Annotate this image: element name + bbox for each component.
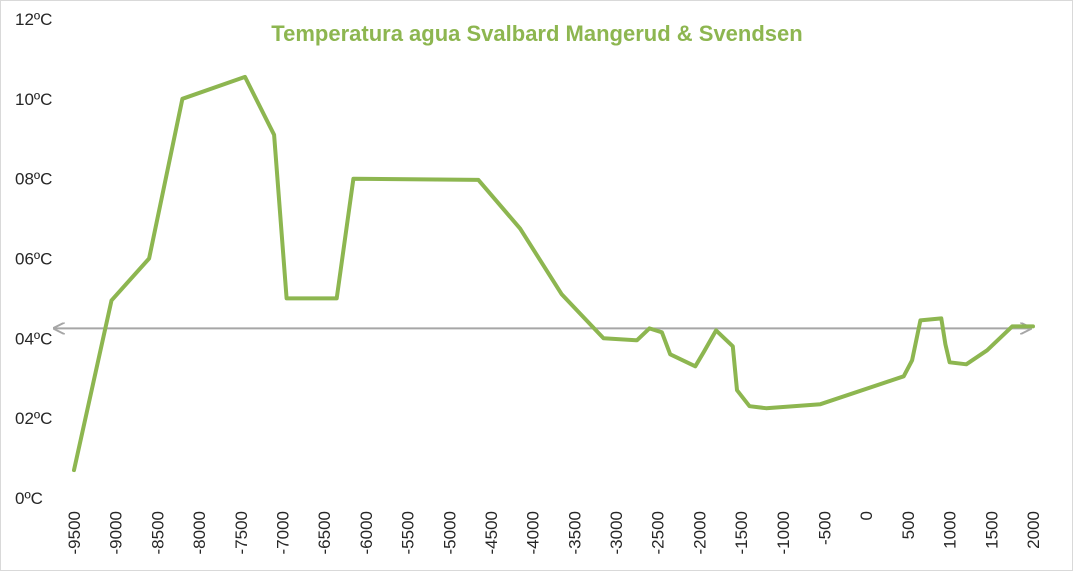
x-tick-label: -5500 [399,511,418,554]
x-tick-label: -8000 [190,511,209,554]
x-tick-label: -6500 [315,511,334,554]
x-tick-label: -3000 [607,511,626,554]
x-tick-label: -2500 [649,511,668,554]
x-tick-label: 500 [899,511,918,539]
x-tick-label: -3500 [565,511,584,554]
x-tick-label: -5000 [440,511,459,554]
y-axis-ticks: 0ºC 02ºC 04ºC 06ºC 08ºC 10ºC 12ºC [15,10,52,508]
x-tick-label: -6000 [357,511,376,554]
x-tick-label: 1500 [982,511,1001,549]
x-tick-label: -500 [816,511,835,545]
x-tick-label: -8500 [148,511,167,554]
x-tick-label: -9500 [65,511,84,554]
chart-title: Temperatura agua Svalbard Mangerud & Sve… [271,21,802,46]
x-tick-label: 2000 [1024,511,1043,549]
x-tick-label: 1000 [941,511,960,549]
series-layer [72,74,1035,473]
y-tick-label: 02ºC [15,409,52,428]
y-tick-label: 12ºC [15,10,52,29]
series-line [72,74,1035,473]
y-tick-label: 0ºC [15,489,43,508]
x-tick-label: -7500 [232,511,251,554]
x-tick-label: -7000 [273,511,292,554]
x-tick-label: -4500 [482,511,501,554]
x-tick-label: -1500 [732,511,751,554]
y-tick-label: 06ºC [15,250,52,269]
x-axis-ticks: -9500 -9000 -8500 -8000 -7500 -7000 -6500 -6000… [65,511,1043,554]
x-tick-label: -9000 [107,511,126,554]
y-tick-label: 08ºC [15,170,52,189]
x-tick-label: -2000 [690,511,709,554]
y-tick-label: 04ºC [15,329,52,348]
y-tick-label: 10ºC [15,90,52,109]
x-tick-label: -4000 [524,511,543,554]
x-tick-label: 0 [857,511,876,520]
x-tick-label: -1000 [774,511,793,554]
